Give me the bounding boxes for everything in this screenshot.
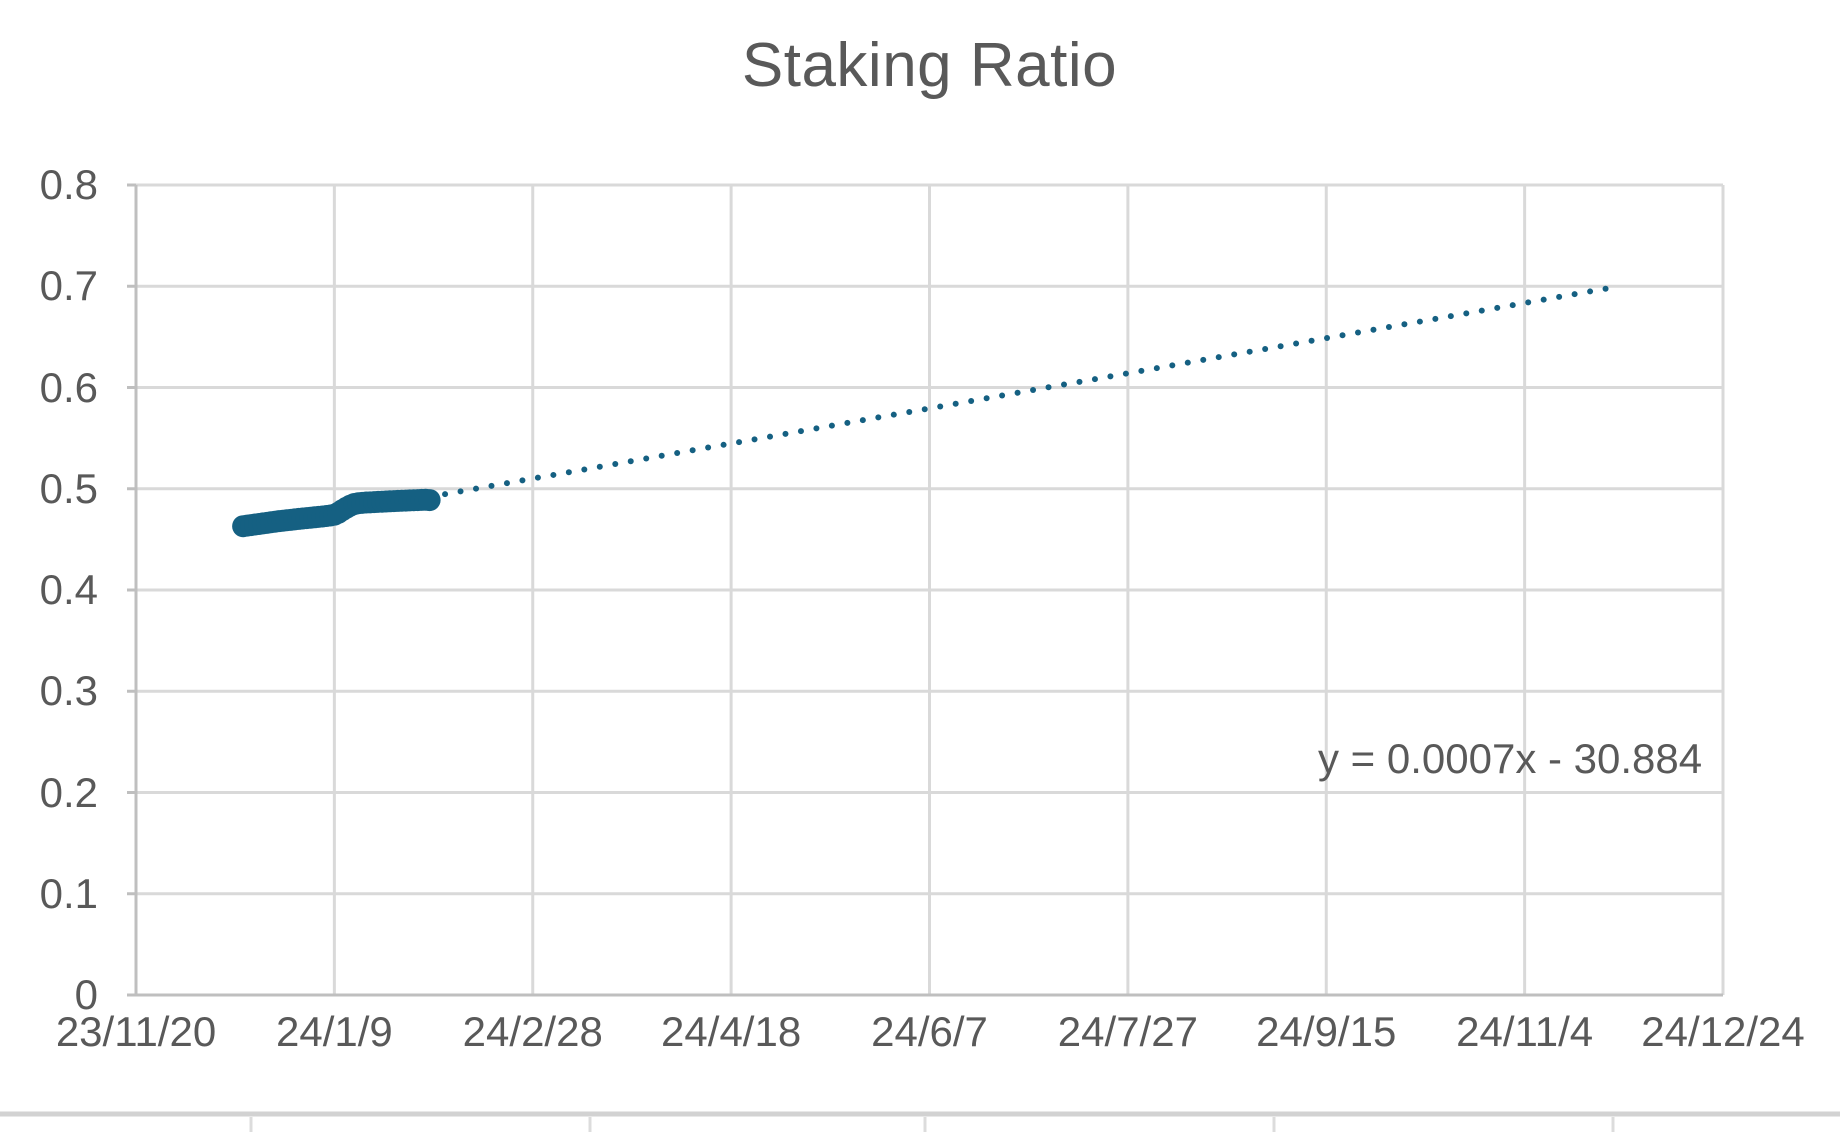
y-axis-label: 0.8 (39, 161, 98, 208)
x-axis-label: 24/9/15 (1256, 1008, 1397, 1055)
trendline-dot (1293, 340, 1300, 347)
trendline-dot (1014, 389, 1021, 396)
trendline-dot (689, 447, 696, 454)
trendline-dot (473, 485, 480, 492)
trendline-dot (906, 408, 913, 415)
x-axis-label: 24/1/9 (275, 1008, 393, 1055)
x-axis-label: 24/4/18 (661, 1008, 802, 1055)
trendline-dot (1587, 288, 1594, 295)
trendline-dot (1200, 356, 1207, 363)
trendline-dot (782, 430, 789, 437)
data-point (418, 489, 441, 512)
trendline-dot (457, 488, 464, 495)
trendline-dot (1478, 307, 1485, 314)
trendline-dot (1169, 362, 1176, 369)
y-axis-label: 0.7 (39, 262, 98, 310)
trendline-dot (797, 428, 804, 435)
trendline-dot (937, 403, 944, 410)
trendline-dot (828, 422, 835, 429)
y-axis-label: 0.1 (39, 869, 98, 917)
trendline-dot (519, 477, 526, 484)
trendline-dot (612, 460, 619, 467)
trendline-dot (1030, 387, 1037, 394)
trendline-dot (999, 392, 1006, 399)
trendline-dot (658, 452, 665, 459)
trendline-dot (1153, 365, 1160, 372)
trendline-dot (1107, 373, 1114, 380)
trendline-dot (890, 411, 897, 418)
trendline-dot (1416, 318, 1423, 325)
trendline-dot (581, 466, 588, 473)
trendline-dot (596, 463, 603, 470)
trendline-dot (1494, 304, 1501, 311)
trendline-dot (875, 414, 882, 421)
trendline-dot (1370, 326, 1377, 333)
trendline-dot (1463, 310, 1470, 317)
trendline-dot (1091, 376, 1098, 383)
trendline-dot (1385, 324, 1392, 331)
trendline-dot (565, 469, 572, 476)
trendline-dot (1122, 370, 1129, 377)
y-axis-label: 0.6 (39, 363, 98, 411)
trendline-dot (1556, 293, 1563, 300)
trendline-dot (1354, 329, 1361, 336)
trendline-dot (1571, 291, 1578, 298)
trendline-dot (859, 417, 866, 424)
trendline-dot (550, 471, 557, 478)
trendline-dot (1509, 302, 1516, 309)
trendline-dot (1045, 384, 1052, 391)
trendline-dot (968, 397, 975, 404)
trendline-dot (751, 436, 758, 443)
trendline-dot (1432, 315, 1439, 322)
trendline-dot (1602, 285, 1609, 292)
trendline-equation: y = 0.0007x - 30.884 (1318, 735, 1703, 782)
trendline-dot (1060, 381, 1067, 388)
trendline-dot (1447, 313, 1454, 320)
trendline-dot (921, 406, 928, 413)
chart-title: Staking Ratio (741, 31, 1118, 100)
trendline-dot (1246, 348, 1253, 355)
trendline-dot (813, 425, 820, 432)
x-axis-label: 24/11/4 (1456, 1008, 1594, 1055)
trendline-dot (1138, 367, 1145, 374)
trendline-dot (767, 433, 774, 440)
trendline-dot (952, 400, 959, 407)
trendline-dot (627, 458, 634, 465)
y-axis-label: 0 (74, 971, 98, 1018)
trendline-dot (720, 441, 727, 448)
trendline-dot (1231, 351, 1238, 358)
trendline-dot (1308, 337, 1315, 344)
trendline-dot (1540, 296, 1547, 303)
y-axis-label: 0.5 (39, 464, 98, 512)
trendline-dot (1277, 343, 1284, 350)
trendline-dot (534, 474, 541, 481)
trendline-dot (983, 395, 990, 402)
trendline-dot (1324, 334, 1331, 341)
trendline-dot (1184, 359, 1191, 366)
trendline-dot (1339, 332, 1346, 339)
trendline-dot (503, 480, 510, 487)
trendline-dot (1215, 354, 1222, 361)
trendline-dot (643, 455, 650, 462)
trendline-dot (844, 419, 851, 426)
trendline-dot (488, 482, 495, 489)
y-axis-label: 0.4 (39, 566, 98, 613)
trendline-dot (442, 491, 449, 498)
trendline-dot (1401, 321, 1408, 328)
y-axis-label: 0.2 (39, 768, 98, 816)
x-axis-label: 24/7/27 (1057, 1008, 1198, 1055)
y-axis-label: 0.3 (39, 667, 98, 715)
trendline-dot (736, 439, 743, 446)
trendline-dot (705, 444, 712, 451)
trendline-dot (1076, 378, 1083, 385)
x-axis-label: 24/12/24 (1641, 1008, 1805, 1055)
trendline-dot (1262, 345, 1269, 352)
x-axis-label: 24/6/7 (871, 1008, 988, 1055)
x-axis-label: 24/2/28 (462, 1008, 603, 1055)
x-axis-label: 23/11/20 (55, 1008, 217, 1055)
trendline-dot (674, 450, 681, 457)
trendline-dot (1525, 299, 1532, 306)
